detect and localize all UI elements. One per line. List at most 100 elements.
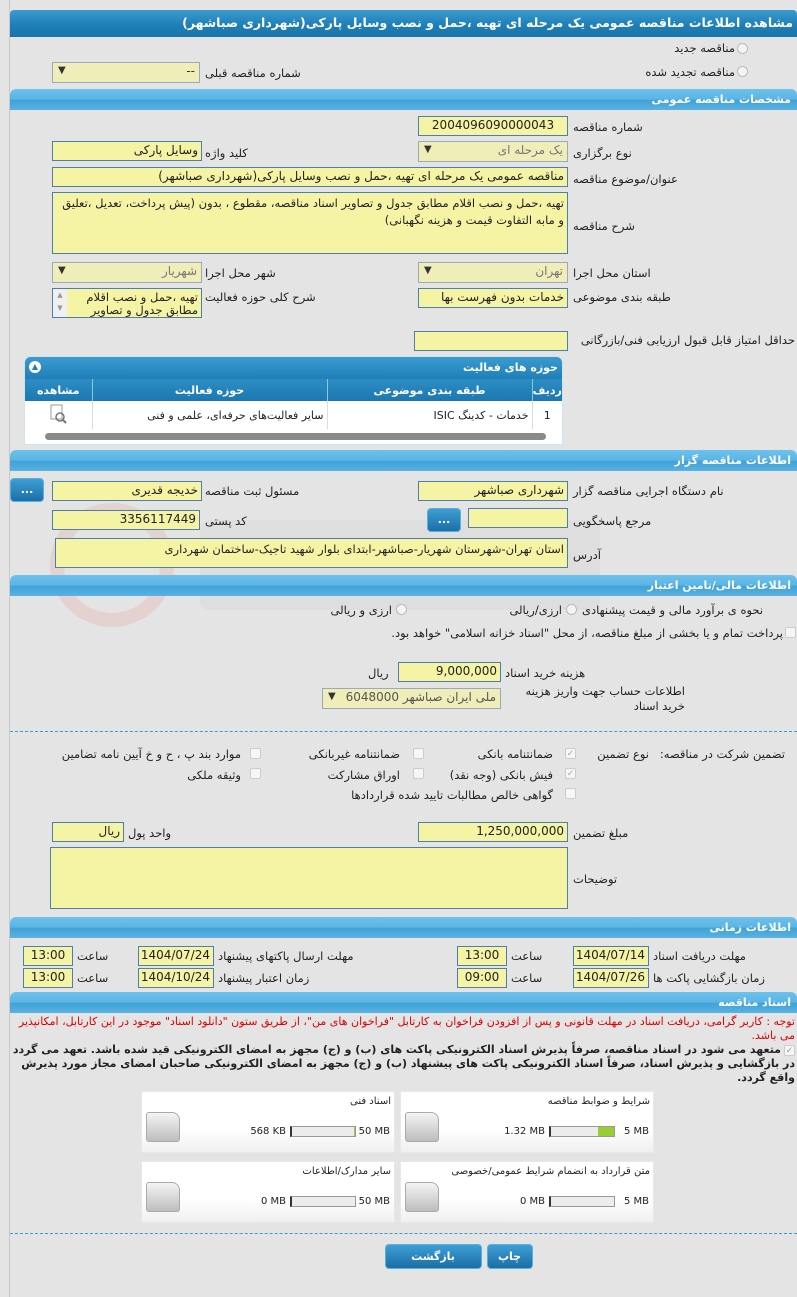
document-card[interactable]: اسناد فنی 50 MB 568 KB (141, 1091, 395, 1153)
opening-date[interactable]: 1404/07/26 (573, 968, 649, 988)
document-card[interactable]: متن قرارداد به انضمام شرایط عمومی/خصوصی … (400, 1161, 654, 1223)
prev-number-select[interactable]: -- ▼ (52, 62, 200, 83)
tender-number-label: شماره مناقصه (573, 120, 643, 134)
reference-field[interactable] (468, 508, 568, 528)
guarantee-option-checkbox[interactable]: ✓ (565, 748, 576, 759)
city-select[interactable]: شهریار ▼ (52, 262, 202, 283)
scroll-thumb[interactable] (45, 433, 546, 440)
submit-deadline-date[interactable]: 1404/07/24 (138, 946, 214, 966)
activities-table-panel: حوزه های فعالیت ▲ ردیف طبقه بندی موضوعی … (24, 356, 563, 445)
page-border (9, 0, 10, 1297)
document-card[interactable]: شرایط و ضوابط مناقصه 5 MB 1.32 MB (400, 1091, 654, 1153)
validity-time[interactable]: 13:00 (23, 968, 73, 988)
collapse-icon[interactable]: ▲ (29, 361, 41, 373)
estimate-option2-label: ارزی و ریالی (330, 603, 392, 617)
divider (10, 1233, 797, 1234)
activities-header: حوزه های فعالیت ▲ (25, 357, 562, 379)
guarantee-option-label: اوراق مشارکت (327, 768, 400, 782)
document-progress-fill (597, 1127, 614, 1136)
col-index: ردیف (531, 379, 562, 401)
guarantee-option-checkbox[interactable] (250, 748, 261, 759)
document-size: 0 MB (260, 1196, 286, 1207)
cell-category: خدمات - کدینگ ISIC (326, 401, 532, 429)
doc-deadline-date[interactable]: 1404/07/14 (573, 946, 649, 966)
commitment-block: ✓متعهد می شود در اسناد مناقصه، صرفاً پذی… (10, 1043, 797, 1085)
estimate-option2-radio[interactable] (396, 604, 407, 615)
province-select[interactable]: تهران ▼ (418, 262, 568, 283)
folder-icon (146, 1182, 180, 1212)
guarantee-option-checkbox[interactable] (413, 748, 424, 759)
back-button[interactable]: بازگشت (384, 1244, 482, 1269)
subject-field[interactable]: مناقصه عمومی یک مرحله ای تهیه ،حمل و نصب… (52, 167, 568, 187)
guarantee-option-label: وثیقه ملکی (187, 768, 241, 782)
guarantee-type-label: نوع تضمین (597, 747, 649, 761)
description-label: شرح مناقصه (573, 219, 635, 233)
account-select[interactable]: ملی ایران صباشهر 6048000 ▼ (322, 688, 501, 709)
province-value: تهران (535, 264, 563, 278)
prev-number-label: شماره مناقصه قبلی (205, 66, 301, 80)
currency-label: واحد پول (128, 826, 172, 840)
divider (10, 731, 797, 732)
type-select[interactable]: یک مرحله ای ▼ (418, 141, 568, 162)
responsible-field[interactable]: خدیجه قدیری (52, 481, 202, 501)
document-max-size: 5 MB (623, 1126, 649, 1137)
document-max-size: 50 MB (358, 1126, 390, 1137)
estimate-label: نحوه ی برآورد مالی و قیمت پیشنهادی (582, 603, 764, 617)
guarantee-option-checkbox[interactable] (250, 768, 261, 779)
section-documents-header: اسناد مناقصه (10, 992, 797, 1013)
submit-deadline-time[interactable]: 13:00 (23, 946, 73, 966)
category-field[interactable]: خدمات بدون فهرست بها (418, 288, 568, 308)
estimate-option1-radio[interactable] (566, 604, 577, 615)
document-title: متن قرارداد به انضمام شرایط عمومی/خصوصی (451, 1166, 650, 1177)
postal-label: کد پستی (205, 514, 247, 528)
guarantee-option-checkbox[interactable]: ✓ (565, 768, 576, 779)
doc-cost-field[interactable]: 9,000,000 (398, 662, 501, 682)
account-value: ملی ایران صباشهر 6048000 (345, 690, 496, 704)
keyword-field[interactable]: وسایل پارکی (52, 141, 202, 161)
document-card[interactable]: سایر مدارک/اطلاعات 50 MB 0 MB (141, 1161, 395, 1223)
currency-field[interactable]: ریال (52, 822, 124, 842)
chevron-down-icon: ▼ (58, 265, 66, 276)
notes-textarea[interactable] (50, 847, 568, 909)
min-score-label: حداقل امتیاز قابل قبول ارزیابی فنی/بازرگ… (580, 333, 795, 347)
view-details-icon[interactable] (25, 401, 92, 429)
page-title: مشاهده اطلاعات مناقصه عمومی یک مرحله ای … (10, 10, 797, 37)
amount-field[interactable]: 1,250,000,000 (418, 822, 568, 842)
document-title: سایر مدارک/اطلاعات (302, 1166, 391, 1177)
doc-cost-unit: ریال (368, 666, 389, 680)
address-textarea[interactable]: استان تهران-شهرستان شهریار-صباشهر-ابتدای… (55, 538, 568, 568)
prev-number-value: -- (186, 64, 195, 78)
description-textarea[interactable]: تهیه ،حمل و نصب اقلام مطابق جدول و تصاوی… (52, 192, 568, 254)
textarea-scrollbar[interactable]: ▲ ▼ (53, 289, 67, 317)
responsible-lookup-button[interactable]: ... (10, 478, 44, 502)
section-timing-header: اطلاعات زمانی (10, 917, 797, 938)
doc-deadline-label: مهلت دریافت اسناد (653, 949, 746, 963)
document-title: اسناد فنی (350, 1096, 391, 1107)
col-view: مشاهده (36, 383, 80, 397)
commitment-checkbox: ✓ (784, 1045, 795, 1056)
print-button[interactable]: چاپ (486, 1244, 533, 1269)
new-tender-radio[interactable] (737, 43, 748, 54)
renewed-tender-radio[interactable] (737, 66, 748, 77)
org-field[interactable]: شهرداری صباشهر (418, 481, 568, 501)
subject-label: عنوان/موضوع مناقصه (573, 172, 678, 186)
guarantee-option-checkbox[interactable] (413, 768, 424, 779)
treasury-checkbox[interactable] (785, 627, 796, 638)
chevron-down-icon: ▼ (424, 265, 432, 276)
guarantee-option-checkbox[interactable] (565, 788, 576, 799)
horizontal-scrollbar[interactable] (29, 431, 558, 441)
reference-lookup-button[interactable]: ... (427, 508, 461, 532)
account-label: اطلاعات حساب جهت واریز هزینه خرید اسناد (525, 684, 685, 713)
validity-date[interactable]: 1404/10/24 (138, 968, 214, 988)
chevron-down-icon: ▼ (424, 144, 432, 155)
province-label: استان محل اجرا (573, 266, 651, 280)
min-score-field[interactable] (414, 331, 568, 351)
amount-label: مبلغ تضمین (573, 826, 629, 840)
postal-field[interactable]: 3356117449 (52, 510, 200, 530)
doc-deadline-time[interactable]: 13:00 (457, 946, 507, 966)
document-cards: شرایط و ضوابط مناقصه 5 MB 1.32 MB اسناد … (141, 1091, 654, 1223)
col-field: حوزه فعالیت (91, 379, 327, 401)
opening-time[interactable]: 09:00 (457, 968, 507, 988)
activity-desc-textarea[interactable]: تهیه ،حمل و نصب اقلام مطابق جدول و تصاوی… (52, 288, 202, 318)
tender-number-field[interactable]: 2004096090000043 (418, 116, 568, 136)
